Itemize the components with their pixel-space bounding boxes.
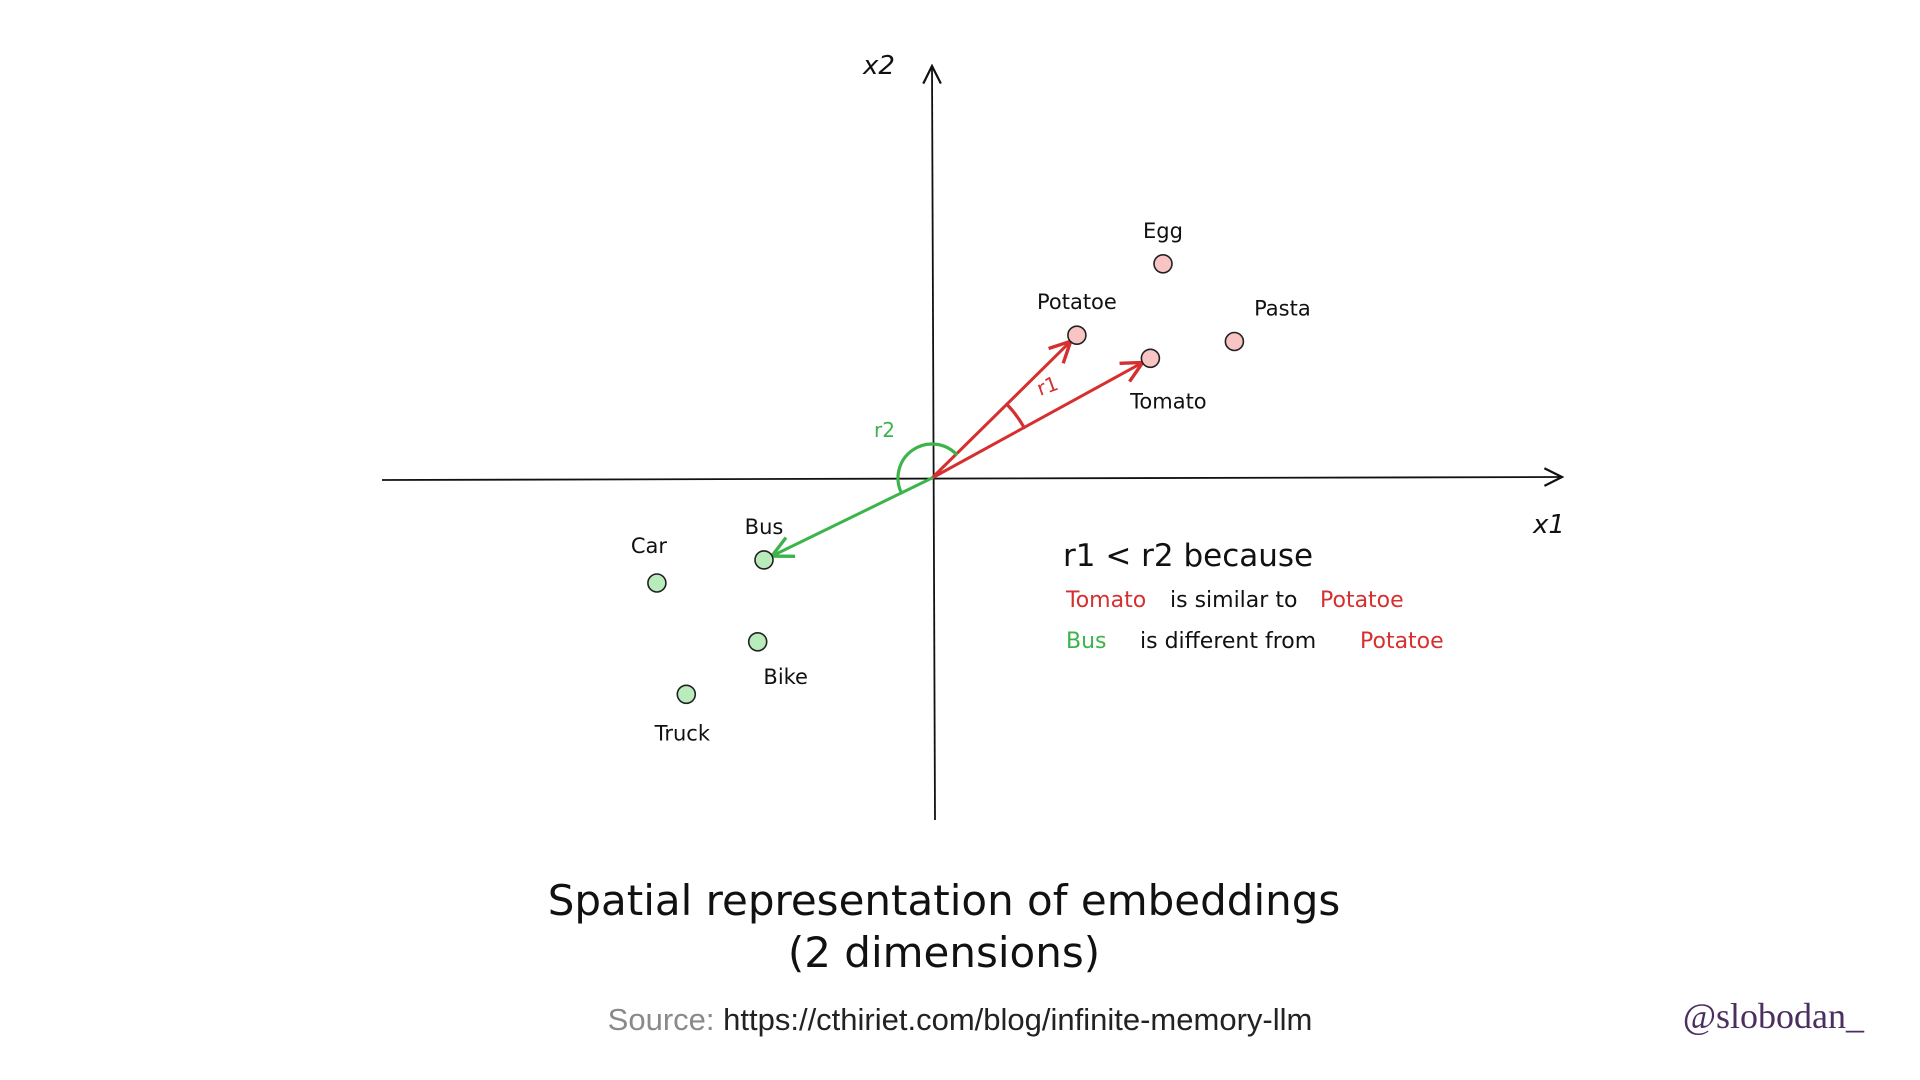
annotation-line1-a: Tomato	[1065, 588, 1146, 613]
source-line: Source: https://cthiriet.com/blog/infini…	[0, 1002, 1920, 1038]
angle-label-r2: r2	[874, 418, 895, 442]
caption-line2: (2 dimensions)	[788, 928, 1100, 977]
annotation-line1-b: is similar to	[1170, 588, 1297, 613]
x-axis-label: x1	[1532, 510, 1565, 540]
vector-bus	[773, 476, 934, 556]
annotation-line1-c: Potatoe	[1320, 588, 1404, 613]
point-label-bus: Bus	[745, 515, 784, 539]
annotation-line2-a: Bus	[1066, 629, 1107, 654]
point-bus	[754, 550, 774, 570]
source-url[interactable]: https://cthiriet.com/blog/infinite-memor…	[723, 1002, 1313, 1037]
annotation-line2-b: is different from	[1140, 629, 1316, 654]
point-label-car: Car	[631, 534, 668, 558]
angle-arc-r2	[896, 442, 958, 495]
point-egg	[1153, 253, 1173, 274]
source-prefix: Source:	[607, 1002, 715, 1037]
author-handle: @slobodan_	[1682, 996, 1864, 1036]
point-potatoe	[1067, 325, 1087, 346]
point-label-tomato: Tomato	[1129, 389, 1207, 413]
point-label-bike: Bike	[763, 665, 808, 689]
point-label-truck: Truck	[654, 721, 711, 745]
x-axis	[381, 477, 1562, 480]
y-axis-label: x2	[862, 51, 895, 81]
point-label-potatoe: Potatoe	[1037, 290, 1117, 314]
point-label-egg: Egg	[1143, 219, 1183, 243]
point-truck	[676, 684, 697, 705]
vectors	[773, 342, 1142, 555]
point-car	[647, 573, 667, 593]
annotation-heading: r1 < r2 because	[1063, 538, 1313, 574]
point-tomato	[1140, 348, 1161, 369]
annotation: r1 < r2 because Tomato is similar to Pot…	[1063, 538, 1444, 654]
vector-tomato	[930, 363, 1142, 480]
point-bike	[747, 631, 768, 652]
annotation-line2-c: Potatoe	[1360, 629, 1444, 654]
point-label-pasta: Pasta	[1254, 297, 1311, 321]
angle-arc-r1	[1005, 402, 1026, 430]
vector-potatoe	[930, 342, 1070, 480]
points: Egg Potatoe Pasta Tomato Bus Car Bike Truck	[631, 219, 1311, 745]
point-pasta	[1224, 331, 1245, 352]
caption-line1: Spatial representation of embeddings	[548, 876, 1341, 925]
